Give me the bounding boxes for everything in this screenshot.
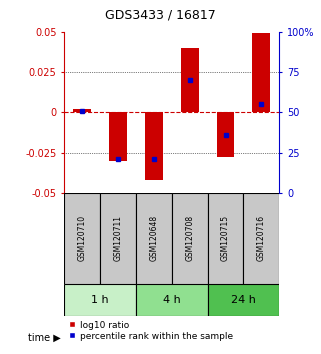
Bar [208, 284, 279, 316]
Bar [208, 193, 243, 284]
Bar [172, 193, 208, 284]
Bar [181, 48, 199, 113]
Text: 4 h: 4 h [163, 295, 181, 305]
Text: GSM120711: GSM120711 [113, 215, 123, 261]
Bar [64, 193, 100, 284]
Bar [100, 193, 136, 284]
Bar [136, 193, 172, 284]
Text: time ▶: time ▶ [28, 333, 61, 343]
Text: GSM120648: GSM120648 [149, 215, 158, 261]
Bar [217, 113, 234, 158]
Bar [243, 193, 279, 284]
Text: GSM120715: GSM120715 [221, 215, 230, 261]
Bar [252, 34, 270, 113]
Text: GSM120710: GSM120710 [78, 215, 87, 261]
Bar [109, 113, 127, 161]
Text: 24 h: 24 h [231, 295, 256, 305]
Bar [145, 113, 163, 180]
Bar [136, 284, 208, 316]
Bar [73, 109, 91, 113]
Legend: log10 ratio, percentile rank within the sample: log10 ratio, percentile rank within the … [69, 321, 233, 341]
Text: GDS3433 / 16817: GDS3433 / 16817 [105, 9, 216, 22]
Text: 1 h: 1 h [91, 295, 109, 305]
Text: GSM120716: GSM120716 [257, 215, 266, 261]
Bar [64, 284, 136, 316]
Text: GSM120708: GSM120708 [185, 215, 194, 261]
